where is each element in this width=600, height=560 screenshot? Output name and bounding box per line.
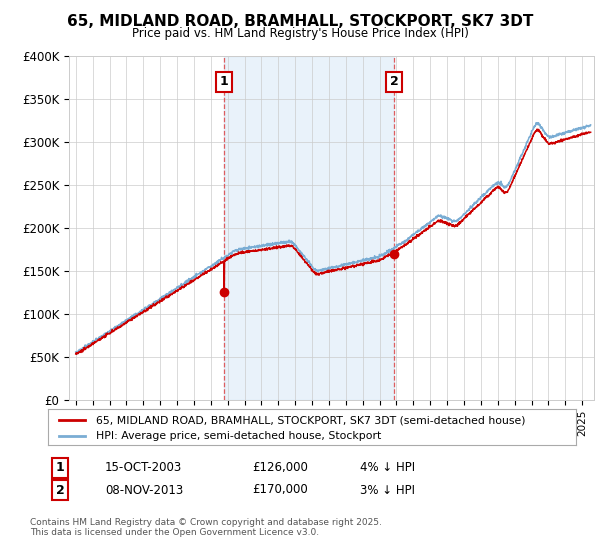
Bar [224, 56, 394, 400]
Text: 4% ↓ HPI: 4% ↓ HPI [360, 461, 415, 474]
Text: 2: 2 [390, 76, 398, 88]
Text: Price paid vs. HM Land Registry's House Price Index (HPI): Price paid vs. HM Land Registry's House … [131, 27, 469, 40]
Text: 1: 1 [220, 76, 229, 88]
Text: 2: 2 [56, 483, 64, 497]
Text: 15-OCT-2003: 15-OCT-2003 [105, 461, 182, 474]
Text: 65, MIDLAND ROAD, BRAMHALL, STOCKPORT, SK7 3DT: 65, MIDLAND ROAD, BRAMHALL, STOCKPORT, S… [67, 14, 533, 29]
Text: 65, MIDLAND ROAD, BRAMHALL, STOCKPORT, SK7 3DT (semi-detached house): 65, MIDLAND ROAD, BRAMHALL, STOCKPORT, S… [95, 416, 525, 426]
Text: Contains HM Land Registry data © Crown copyright and database right 2025.
This d: Contains HM Land Registry data © Crown c… [30, 518, 382, 538]
Text: HPI: Average price, semi-detached house, Stockport: HPI: Average price, semi-detached house,… [95, 431, 381, 441]
Text: £170,000: £170,000 [252, 483, 308, 497]
Text: 08-NOV-2013: 08-NOV-2013 [105, 483, 183, 497]
Text: £126,000: £126,000 [252, 461, 308, 474]
Text: 3% ↓ HPI: 3% ↓ HPI [360, 483, 415, 497]
Text: 1: 1 [56, 461, 64, 474]
